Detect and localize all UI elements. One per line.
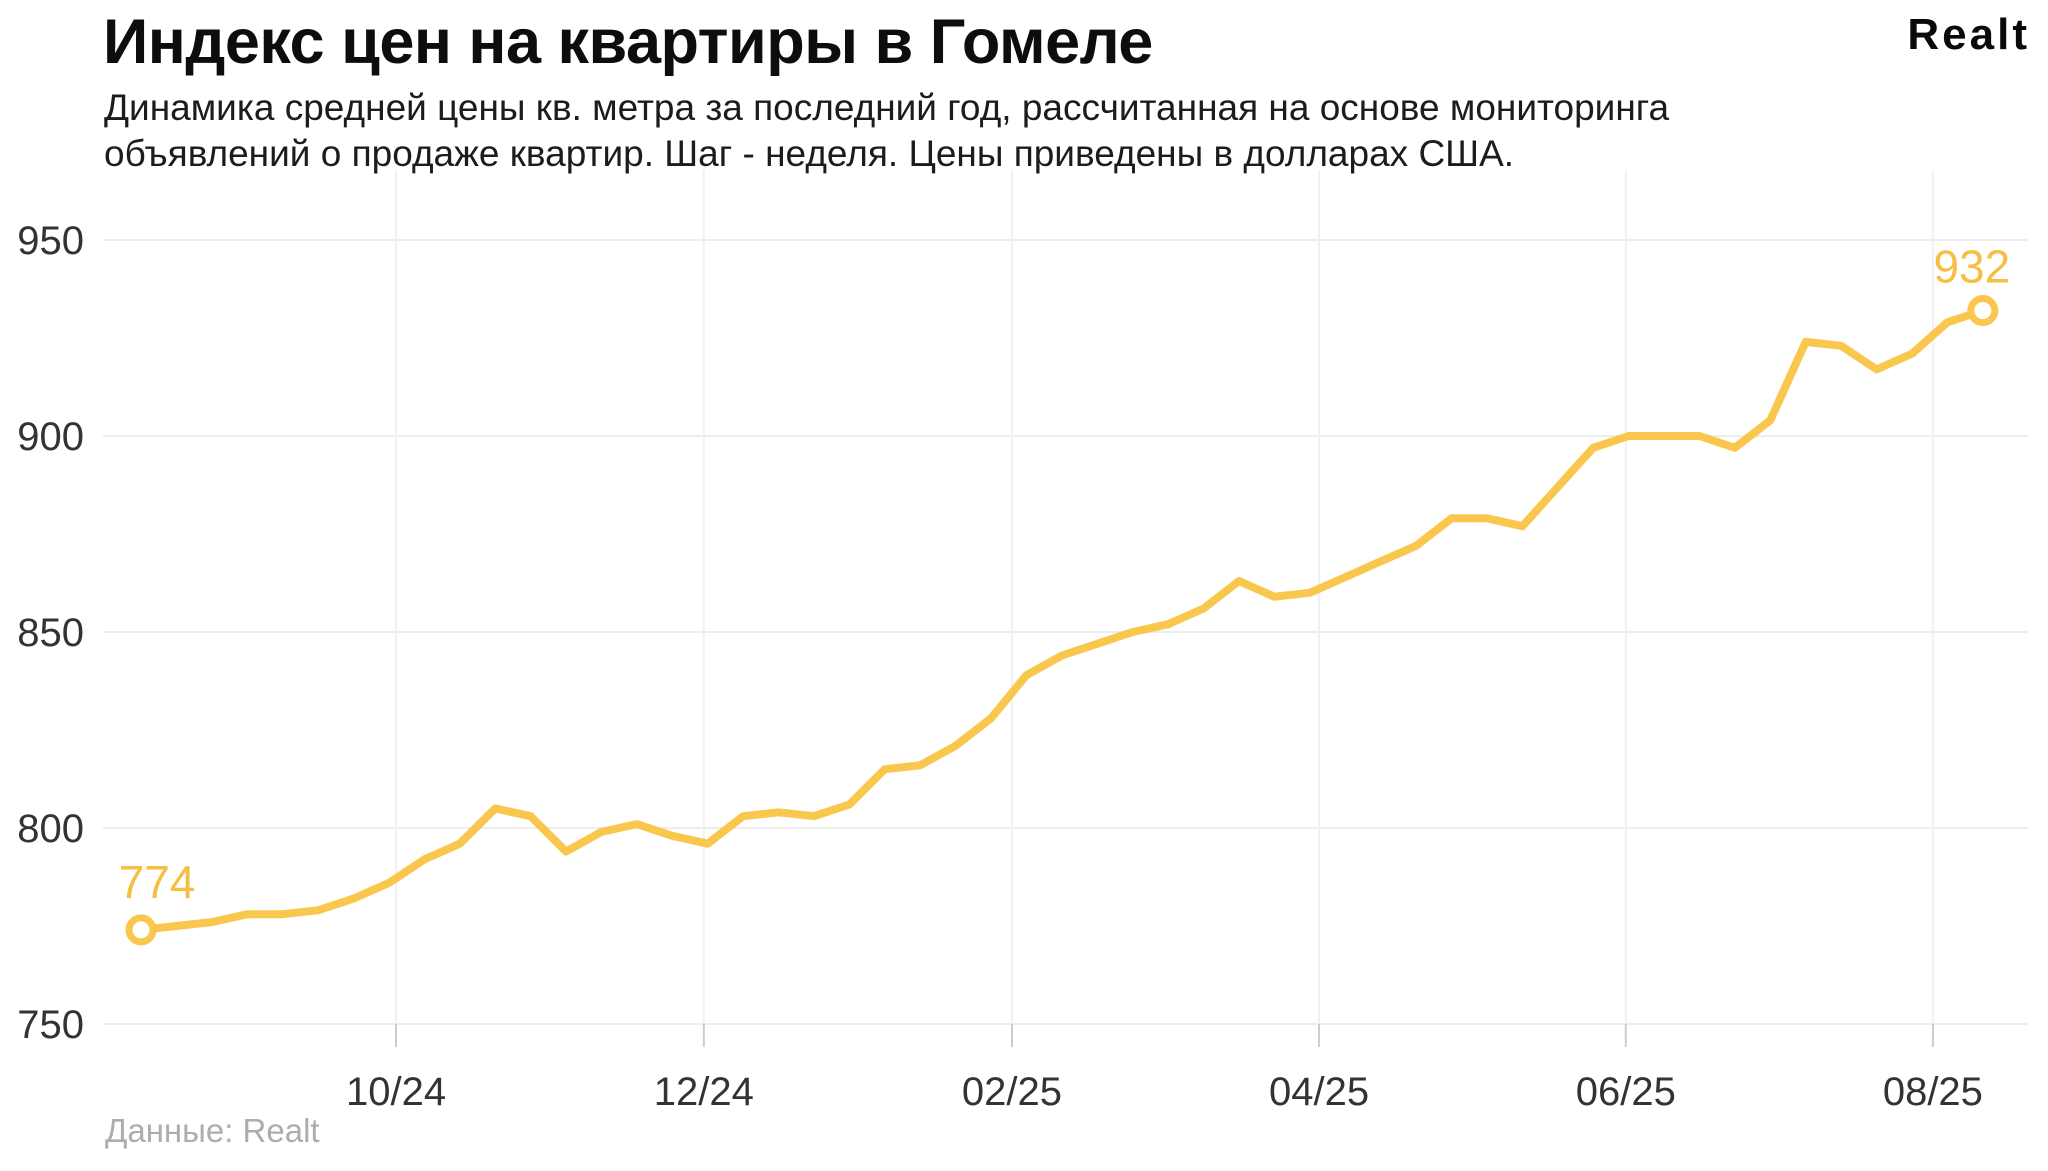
y-axis-label: 800 — [17, 807, 84, 851]
x-axis-label: 08/25 — [1883, 1070, 1983, 1114]
page-title: Индекс цен на квартиры в Гомеле — [103, 7, 1153, 77]
y-gridlines — [103, 239, 2028, 1025]
y-axis-label: 950 — [17, 219, 84, 263]
start-point-label: 774 — [119, 856, 196, 908]
chart-subtitle-line1: Динамика средней цены кв. метра за после… — [104, 87, 1670, 128]
chart-subtitle: Динамика средней цены кв. метра за после… — [104, 85, 1669, 177]
x-axis-label: 04/25 — [1269, 1070, 1369, 1114]
x-gridlines — [395, 170, 1934, 1047]
chart-subtitle-line2: объявлений о продаже квартир. Шаг - неде… — [104, 133, 1515, 174]
data-source-note: Данные: Realt — [105, 1112, 320, 1149]
realt-logo: Realt — [1907, 10, 2030, 59]
y-axis-label: 750 — [17, 1003, 84, 1047]
y-axis-label: 850 — [17, 611, 84, 655]
x-axis-label: 10/24 — [346, 1070, 446, 1114]
x-axis-label: 12/24 — [654, 1070, 754, 1114]
y-axis-label: 900 — [17, 415, 84, 459]
end-point-label: 932 — [1933, 241, 2010, 293]
end-point-marker — [1967, 295, 1999, 327]
x-axis-label: 06/25 — [1576, 1070, 1676, 1114]
price-line — [137, 306, 1987, 934]
y-axis-labels: 950 900 850 800 750 — [17, 219, 84, 1047]
start-point-marker — [125, 914, 157, 946]
x-axis-label: 02/25 — [962, 1070, 1062, 1114]
x-axis-labels: 10/24 12/24 02/25 04/25 06/25 08/25 — [346, 1070, 1983, 1114]
